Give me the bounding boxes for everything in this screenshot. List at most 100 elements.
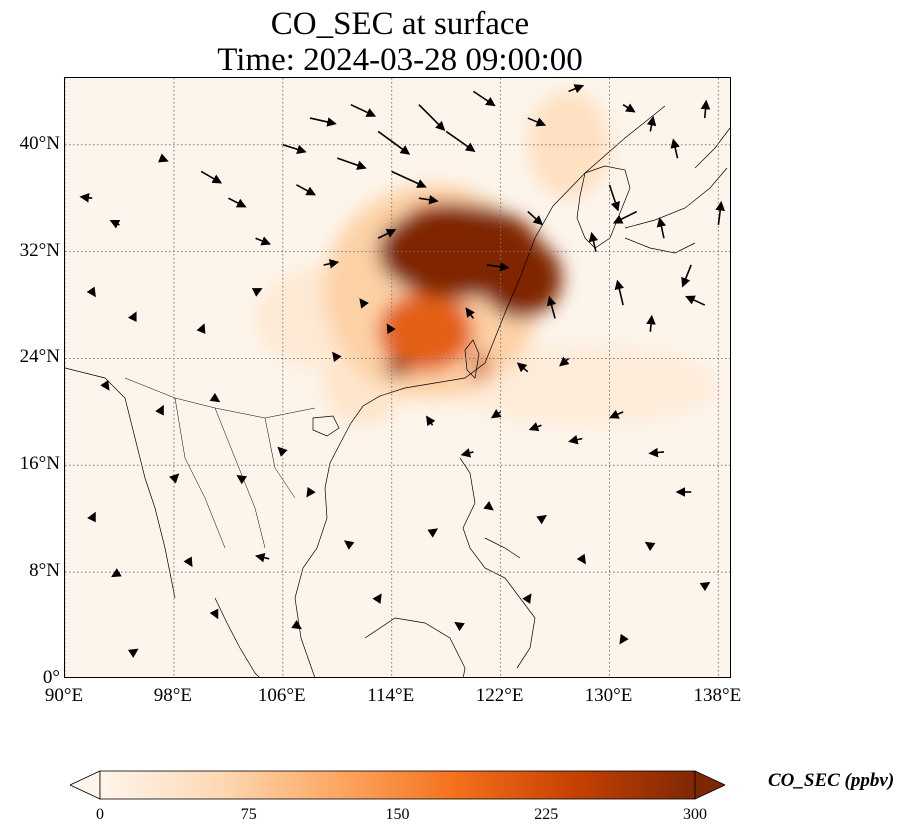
hainan-coastline: [312, 415, 340, 437]
map-panel: [64, 77, 731, 678]
wind-arrow: [646, 115, 657, 132]
wind-arrow: [155, 404, 164, 416]
co-plume: [378, 291, 474, 372]
graticule: [65, 78, 730, 677]
wind-arrow: [454, 621, 465, 632]
colorbar-tick-label: 300: [683, 806, 707, 823]
wind-arrow: [336, 157, 367, 170]
wind-arrow: [648, 447, 665, 458]
wind-arrow: [576, 553, 586, 565]
wind-arrow: [87, 511, 96, 523]
wind-arrow: [619, 633, 629, 645]
wind-arrow: [127, 311, 137, 323]
wind-arrow: [681, 264, 692, 288]
wind-arrow: [568, 434, 583, 445]
wind-arrow: [646, 314, 656, 332]
wind-arrow: [472, 90, 496, 107]
map-canvas: [65, 78, 730, 677]
wind-arrow: [255, 236, 272, 246]
wind-arrow: [418, 104, 446, 132]
wind-arrow: [715, 200, 725, 226]
wind-arrow: [158, 153, 169, 163]
coastline-layer: [65, 105, 730, 677]
wind-arrow: [391, 170, 427, 188]
longitude-tick-label: 106°E: [257, 685, 306, 706]
co-plume: [384, 359, 413, 376]
wind-arrow: [522, 593, 532, 604]
wind-arrow: [486, 261, 510, 272]
wind-arrow: [332, 351, 342, 363]
longitude-tick-label: 130°E: [584, 685, 633, 706]
wind-arrow: [614, 279, 625, 306]
wind-arrow: [516, 362, 529, 373]
taiwan-coastline: [464, 339, 480, 379]
wind-arrow: [183, 556, 193, 568]
longitude-tick-label: 114°E: [367, 685, 415, 706]
wind-arrow: [670, 138, 680, 159]
co-plume: [480, 238, 562, 319]
latitude-tick-label: 32°N: [19, 239, 60, 261]
wind-arrow: [612, 210, 638, 224]
wind-arrow: [343, 540, 355, 550]
wind-arrow: [418, 195, 439, 205]
latitude-tick-label: 0°: [42, 667, 60, 688]
latitude-tick-label: 16°N: [19, 453, 60, 475]
wind-arrow: [251, 288, 263, 297]
china-coastline: [294, 105, 666, 677]
wind-arrow: [608, 184, 620, 212]
wind-arrow: [100, 380, 110, 391]
wind-arrow: [377, 229, 397, 239]
wind-arrow: [700, 99, 711, 119]
bengal-coastline: [65, 367, 176, 599]
wind-arrow: [306, 486, 316, 498]
philippines-coastline: [459, 457, 536, 669]
latitude-tick-label: 8°N: [29, 560, 60, 582]
wind-arrow: [377, 130, 411, 155]
wind-arrow: [196, 323, 206, 334]
wind-arrow: [644, 541, 656, 552]
wind-arrow: [445, 130, 476, 152]
wind-arrow: [527, 117, 547, 127]
map-title: CO_SEC at surface: [270, 6, 530, 42]
wind-arrow: [309, 117, 337, 127]
wind-arrow: [426, 415, 436, 427]
wind-arrow: [291, 619, 302, 630]
wind-arrow: [109, 219, 121, 229]
wind-arrow: [79, 193, 93, 203]
wind-arrow: [490, 409, 502, 419]
wind-arrow: [227, 197, 247, 208]
wind-arrow: [277, 446, 288, 457]
wind-arrow: [209, 608, 219, 620]
wind-arrow: [527, 210, 544, 226]
wind-arrow: [209, 392, 221, 403]
colorbar-extend-max: [694, 770, 725, 800]
wind-arrow: [656, 217, 667, 239]
colorbar-tick-label: 225: [534, 806, 559, 823]
wind-arrow: [372, 593, 382, 604]
wind-arrow: [528, 422, 542, 432]
co-plume: [473, 349, 487, 382]
wind-arrow: [359, 298, 369, 309]
wind-arrow: [200, 170, 223, 184]
wind-arrow: [427, 528, 439, 538]
co-plume-layer: [255, 91, 719, 426]
longitude-tick-label: 98°E: [153, 685, 192, 706]
wind-arrow: [86, 286, 96, 298]
wind-arrow: [568, 84, 585, 94]
latitude-tick-label: 24°N: [19, 346, 60, 368]
colorbar-extend-min: [70, 770, 101, 800]
colorbar-tick-label: 0: [96, 806, 104, 823]
wind-arrow: [559, 356, 570, 367]
wind-arrow: [323, 259, 340, 269]
map-subtitle: Time: 2024-03-28 09:00:00: [217, 42, 583, 78]
wind-arrow: [111, 568, 122, 578]
wind-arrow: [609, 409, 624, 419]
borneo-coastline: [364, 617, 466, 677]
wind-arrow: [127, 648, 139, 658]
wind-arrow: [465, 307, 475, 319]
wind-arrow: [386, 323, 396, 335]
japan-coastline: [624, 127, 730, 254]
colorbar-label: CO_SEC (ppbv): [768, 770, 895, 791]
wind-arrow: [460, 448, 474, 458]
wind-arrow: [255, 553, 270, 563]
